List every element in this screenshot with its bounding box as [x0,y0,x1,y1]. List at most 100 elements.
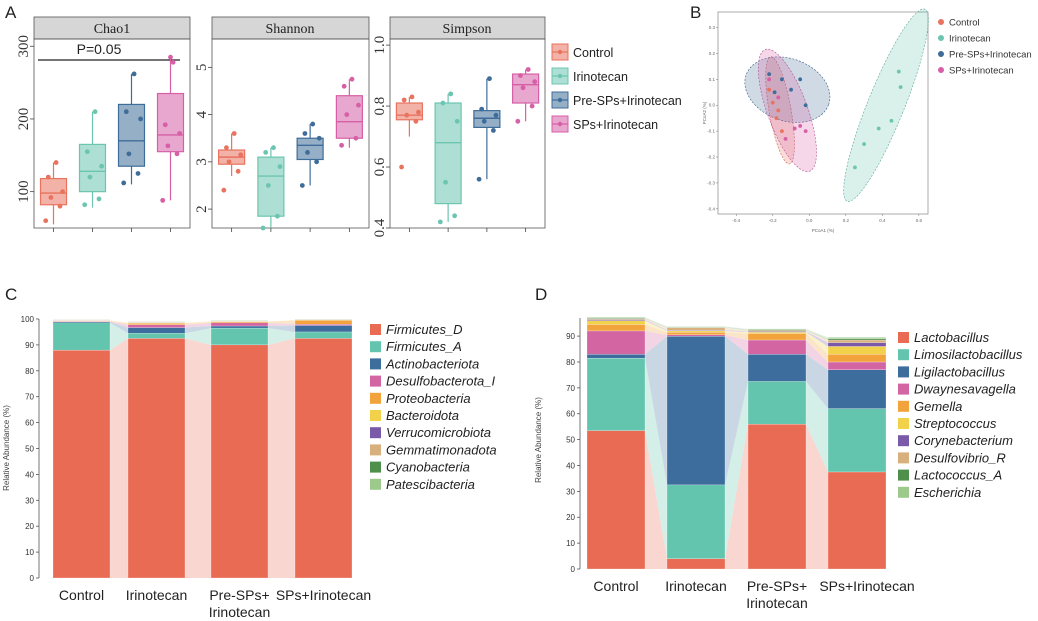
legend-a-label: Pre-SPs+Irinotecan [573,94,682,108]
simpson-box-irinotecan [434,102,462,205]
legend-a-key-dot [557,97,563,103]
phylum-flow-desulfobacterota-i [268,322,295,326]
genus-legend-label: Lactobacillus [914,330,990,345]
shannon-point-sps-irinotecan [339,142,344,148]
genus-flow-lactobacillus [645,430,667,569]
genus-bar-dwaynesavagella [586,330,646,355]
pcoa-point-control [767,87,772,92]
phylum-legend-swatch [370,478,381,490]
simpson-point-sps-irinotecan [525,67,531,72]
genus-flow-ligilactobacillus [806,354,828,409]
pcoa-ytick-label: 0.1 [709,77,716,82]
phylum-legend-swatch [370,461,381,473]
genus-flow-dwaynesavagella [725,334,748,355]
phylum-bar-firmicutes-a [52,322,111,351]
phylum-legend-label: Bacteroidota [386,408,459,423]
phylum-bar-actinobacteriota [127,327,186,334]
shannon-point-control [226,159,232,165]
pcoa-ytick-label: -0.1 [707,129,715,134]
genus-bar-escherichia [827,337,887,339]
shannon-point-pre-sps-irinotecan [316,135,322,141]
shannon-box-sps-irinotecan [335,95,363,139]
chao1-point-irinotecan [87,174,93,180]
genus-ytick-label: 70 [566,384,575,393]
genus-ytick-label: 0 [571,565,576,574]
phylum-legend: Firmicutes_D Firmicutes_A Actinobacteriota… [370,322,497,492]
legend-a-label: Irinotecan [573,70,628,84]
genus-legend-swatch [898,400,909,412]
legend-a-label: Control [573,46,613,60]
legend-a-key-dot [557,73,563,79]
boxplot-legend: Control Irinotecan Pre-SPs+Irinotecan SPs+I… [551,43,682,133]
pcoa-point-sps-irinotecan [803,129,808,134]
genus-flow-escherichia [645,317,667,328]
phylum-bar-actinobacteriota [52,321,111,324]
pcoa-legend-dot [938,19,944,25]
panel-label-c: C [5,285,17,304]
phylum-ytick-label: 10 [25,548,34,557]
pcoa-xtick-label: 0.6 [916,218,923,223]
phylum-ytick-label: 0 [30,574,35,583]
pcoa-point-control [780,129,784,134]
pcoa-point-sps-irinotecan [792,126,797,131]
shannon-point-pre-sps-irinotecan [305,150,310,155]
phylum-flow-firmicutes-d [110,338,128,578]
pcoa-ylabel: PCoA2 (%) [702,101,707,124]
shannon-point-irinotecan [271,145,276,151]
genus-flow-desulfovibrio-r [645,318,667,331]
phylum-ytick-label: 40 [25,470,34,479]
genus-bar-lactococcus-a [827,338,887,341]
pcoa-ellipse-pre-sps-irinotecan [744,56,831,123]
pcoa-ytick-label: 0.0 [709,103,716,108]
shannon-point-control [235,168,241,174]
phylum-flow-firmicutes-d [185,338,211,578]
simpson-point-pre-sps-irinotecan [490,128,496,133]
chao1-point-pre-sps-irinotecan [121,180,127,186]
chao1-point-pre-sps-irinotecan [126,151,132,157]
phylum-legend-label: Proteobacteria [386,391,471,406]
phylum-ytick-label: 100 [21,315,35,324]
chao1-point-control [45,174,51,180]
shannon-point-sps-irinotecan [344,112,350,117]
simpson-point-pre-sps-irinotecan [479,106,485,112]
simpson-point-irinotecan [452,213,458,219]
phylum-ytick-label: 70 [25,393,34,402]
genus-flow-corynebacterium [806,331,828,347]
chao1-point-control [48,195,54,200]
simpson-point-sps-irinotecan [532,79,538,85]
pcoa-point-pre-sps-irinotecan [803,103,808,108]
genus-legend-label: Gemella [914,399,962,414]
pcoa-xlabel: PCoA1 (%) [812,228,835,233]
chao1-pvalue: P=0.05 [77,41,122,57]
phylum-flow-bacteroidota [110,320,128,324]
phylum-bar-firmicutes-d [127,338,186,579]
genus-ytick-label: 20 [566,513,575,522]
chao1-point-irinotecan [82,202,88,208]
phylum-flow-desulfobacterota-i [110,321,128,328]
legend-a-label: SPs+Irinotecan [573,118,658,132]
genus-bar-ligilactobacillus [586,354,646,359]
chao1-point-sps-irinotecan [168,54,173,60]
chao1-point-pre-sps-irinotecan [138,116,144,122]
phylum-legend-swatch [370,358,381,370]
phylum-legend-swatch [370,392,381,404]
shannon-point-sps-irinotecan [341,83,347,89]
chao1-point-pre-sps-irinotecan [131,71,137,77]
genus-flow-ligilactobacillus [725,336,748,485]
genus-flow-corynebacterium [645,319,667,331]
pcoa-point-irinotecan [889,118,894,123]
pcoa-legend-label: Control [949,18,980,29]
simpson-ytick-label: 1.0 [372,36,388,55]
genus-xtick-label: Irinotecan [665,578,726,594]
pcoa-point-irinotecan [896,69,901,74]
phylum-legend-label: Cyanobacteria [386,460,470,475]
genus-ytick-label: 60 [566,410,575,419]
shannon-point-pre-sps-irinotecan [299,183,305,188]
pcoa-legend-label: Pre-SPs+Irinotecan [949,50,1032,61]
phylum-legend-label: Actinobacteriota [385,356,479,371]
genus-legend-swatch [898,452,909,464]
genus-flow-streptococcus [806,332,828,355]
shannon-point-sps-irinotecan [356,102,361,108]
genus-bar-limosilactobacillus [586,357,646,431]
genus-bar-dwaynesavagella [827,361,887,370]
